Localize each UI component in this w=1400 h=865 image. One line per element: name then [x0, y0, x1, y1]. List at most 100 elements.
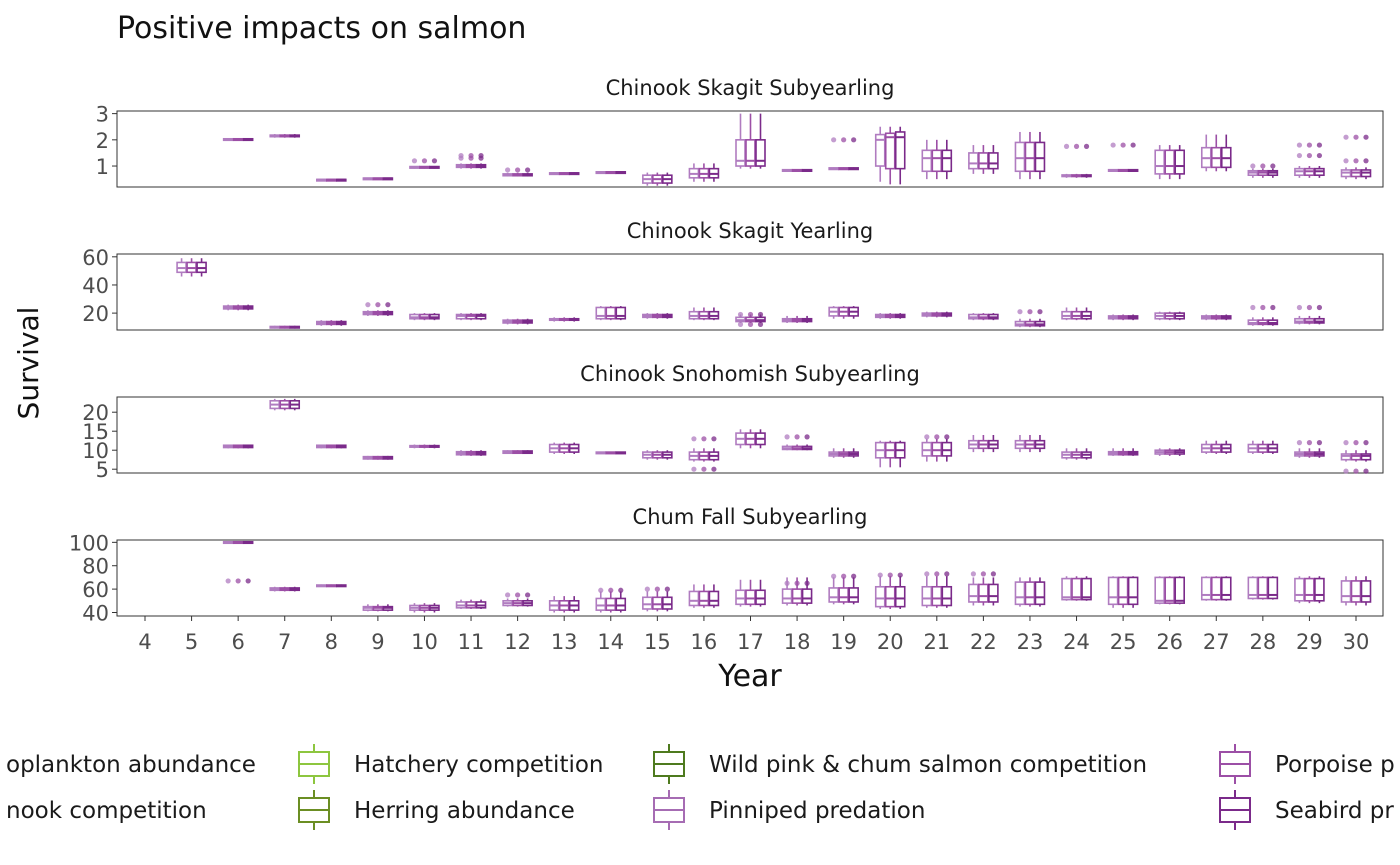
- box: [921, 585, 933, 607]
- x-tick-label: 7: [278, 630, 291, 654]
- y-tick-label: 20: [82, 401, 109, 425]
- panel: Chinook Skagit Yearling 20 40 60: [82, 219, 1384, 331]
- outlier-point: [644, 586, 650, 592]
- box: [1174, 149, 1185, 175]
- legend-key: [1219, 744, 1251, 784]
- outlier-point: [737, 311, 744, 318]
- outlier-point: [841, 573, 847, 579]
- y-tick-label: 1: [96, 155, 109, 179]
- box: [941, 149, 953, 173]
- box: [884, 132, 896, 170]
- outlier-point: [851, 573, 857, 579]
- legend-key: [298, 790, 330, 830]
- x-tick-label: 5: [185, 630, 198, 654]
- outlier-point: [654, 586, 660, 592]
- box: [874, 133, 886, 167]
- y-tick-label: 2: [96, 129, 109, 153]
- outlier-point: [691, 436, 697, 442]
- outlier-point: [747, 321, 754, 327]
- box: [1247, 576, 1259, 600]
- outlier-point: [924, 571, 930, 577]
- outlier-point: [1363, 134, 1369, 140]
- outlier-point: [375, 302, 381, 308]
- legend-label: Wild pink & chum salmon competition: [709, 752, 1147, 778]
- box: [1257, 576, 1269, 600]
- x-tick-label: 11: [458, 630, 485, 654]
- outlier-point: [598, 587, 604, 593]
- outlier-point: [1063, 143, 1070, 149]
- outlier-point: [431, 158, 438, 164]
- outlier-point: [944, 571, 950, 577]
- outlier-point: [225, 578, 231, 584]
- box: [1220, 576, 1232, 601]
- outlier-point: [515, 592, 521, 598]
- outlier-point: [618, 587, 624, 593]
- outlier-point: [1296, 304, 1303, 311]
- y-tick-label: 3: [96, 103, 109, 127]
- outlier-point: [794, 580, 800, 586]
- box: [1164, 149, 1175, 175]
- box: [941, 585, 953, 607]
- panel-title: Chinook Skagit Yearling: [627, 219, 873, 243]
- box: [978, 583, 989, 603]
- outlier-point: [1343, 440, 1349, 446]
- outlier-point: [1353, 134, 1359, 140]
- box: [755, 589, 766, 606]
- box: [698, 590, 710, 607]
- outlier-point: [944, 434, 950, 440]
- panel: Chinook Skagit Subyearling 123: [96, 76, 1384, 188]
- box: [1034, 141, 1046, 173]
- outlier-point: [747, 311, 754, 318]
- x-tick-label: 14: [597, 630, 624, 654]
- outlier-point: [505, 592, 511, 598]
- outlier-point: [877, 572, 883, 578]
- outlier-point: [1027, 309, 1033, 315]
- box: [615, 597, 627, 611]
- outlier-point: [1130, 142, 1136, 148]
- box: [791, 588, 803, 604]
- outlier-point: [1083, 143, 1090, 149]
- legend-label: Herring abundance: [354, 798, 575, 824]
- box: [1154, 576, 1165, 604]
- box: [884, 585, 896, 608]
- outlier-point: [1270, 304, 1276, 311]
- x-tick-label: 27: [1203, 630, 1230, 654]
- outlier-point: [1316, 142, 1323, 148]
- panel-title: Chinook Skagit Subyearling: [606, 76, 895, 100]
- outlier-point: [525, 592, 531, 598]
- y-tick-label: 60: [82, 246, 109, 270]
- y-tick-label: 60: [82, 578, 109, 602]
- legend-label: Porpoise p: [1275, 752, 1395, 778]
- outlier-point: [804, 434, 810, 440]
- box: [931, 585, 943, 607]
- x-tick-label: 29: [1296, 630, 1323, 654]
- outlier-point: [1270, 163, 1276, 169]
- box: [1210, 576, 1222, 601]
- outlier-point: [1316, 440, 1323, 446]
- outlier-point: [235, 578, 241, 584]
- outlier-point: [1306, 152, 1313, 159]
- box: [595, 306, 607, 320]
- box: [838, 587, 849, 603]
- x-tick-label: 9: [371, 630, 384, 654]
- box: [708, 590, 720, 607]
- legend: oplankton abundance Hatchery competition W…: [6, 744, 1395, 830]
- outlier-point: [1250, 304, 1256, 311]
- outlier-point: [1110, 142, 1116, 148]
- outlier-point: [711, 466, 717, 472]
- x-tick-label: 24: [1063, 630, 1090, 654]
- outlier-point: [421, 158, 428, 164]
- outlier-point: [1363, 468, 1369, 474]
- outlier-point: [1296, 142, 1303, 148]
- outlier-point: [757, 311, 764, 318]
- box: [1034, 581, 1046, 606]
- outlier-point: [608, 587, 614, 593]
- box: [652, 596, 663, 610]
- outlier-point: [851, 137, 857, 143]
- box: [968, 152, 979, 170]
- outlier-point: [505, 167, 511, 173]
- outlier-point: [701, 436, 707, 442]
- box: [1071, 577, 1082, 601]
- x-tick-label: 16: [691, 630, 718, 654]
